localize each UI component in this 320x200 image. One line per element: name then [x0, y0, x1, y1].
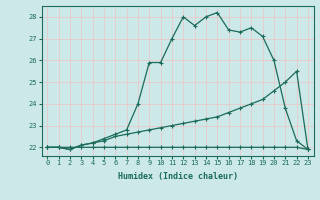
X-axis label: Humidex (Indice chaleur): Humidex (Indice chaleur): [118, 172, 237, 181]
